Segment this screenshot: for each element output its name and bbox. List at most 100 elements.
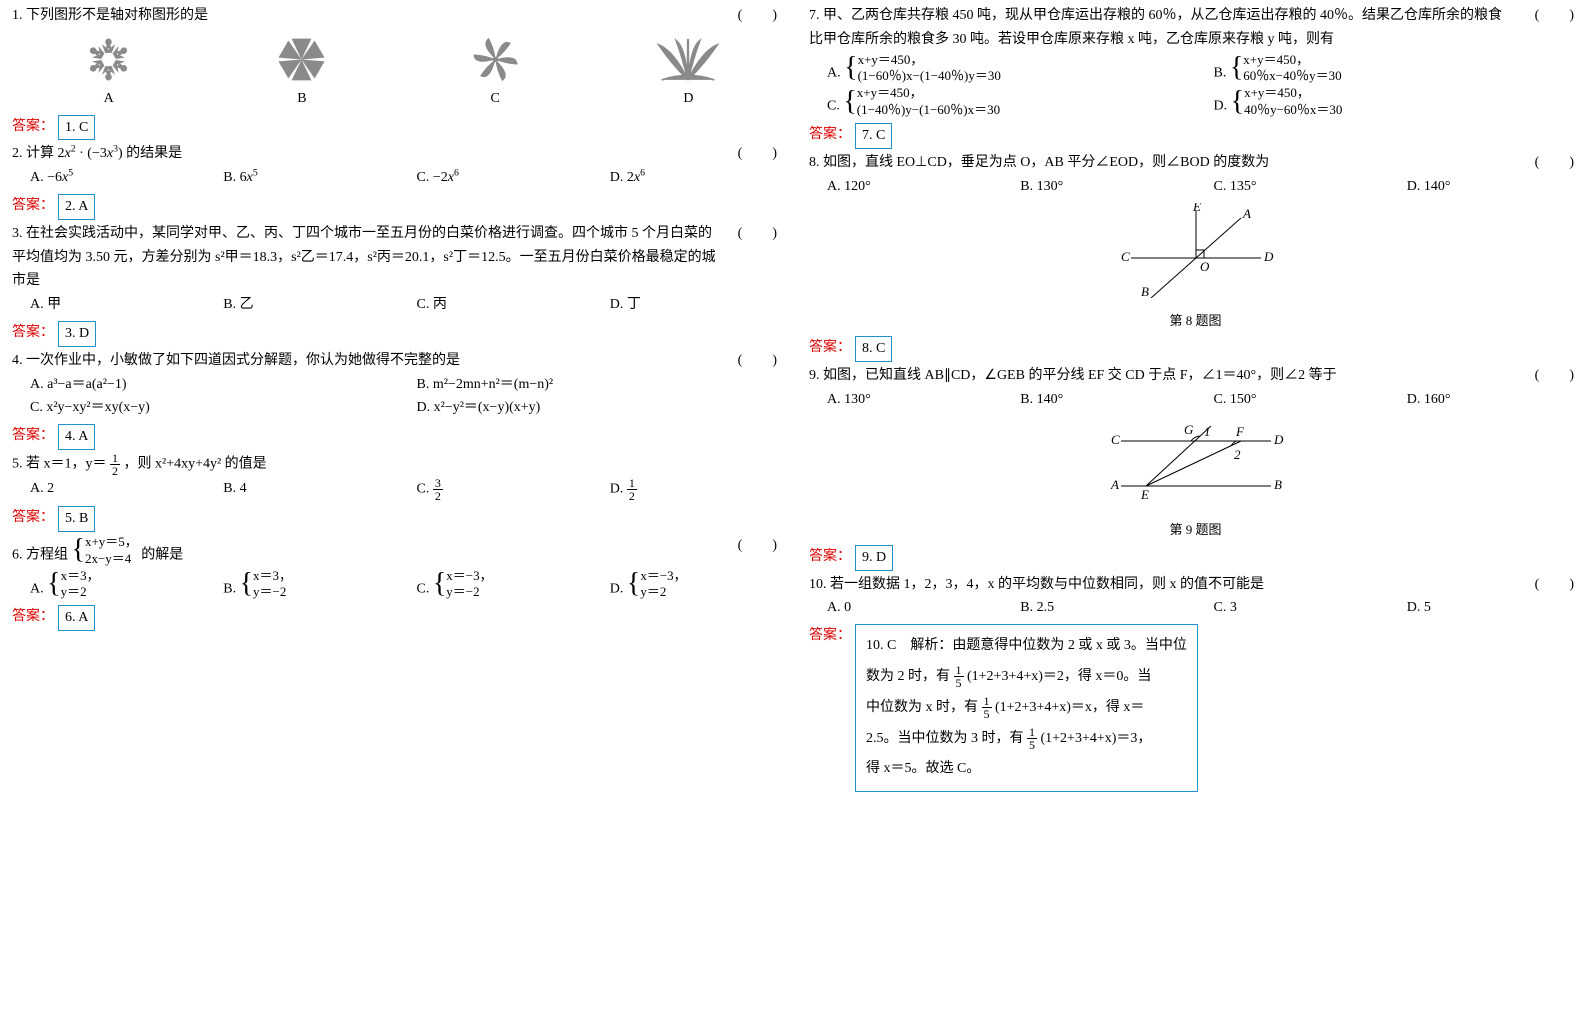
answer-5-box: 5. B [58, 506, 95, 532]
q2-pre: 2. 计算 2 [12, 146, 65, 161]
q6-parens: ( ) [718, 534, 785, 568]
answer-label: 答案： [809, 336, 851, 360]
q4-opt-d: D. x²−y²＝(x−y)(x+y) [399, 396, 786, 420]
q8-O: O [1200, 259, 1210, 274]
question-6: 6. 方程组 {x+y＝5，2x−y＝4 的解是 ( ) A. {x＝3，y＝2… [12, 534, 785, 602]
q8-figure: E A C O D B [809, 203, 1582, 307]
q4-text: 4. 一次作业中，小敏做了如下四道因式分解题，你认为她做得不完整的是 [12, 349, 718, 373]
q1-text: 1. 下列图形不是轴对称图形的是 [12, 4, 718, 28]
q5-opt-c: C. 32 [399, 477, 592, 502]
answer-1: 答案： 1. C [12, 115, 785, 141]
q7b2: 60％x−40％y＝30 [1243, 68, 1341, 85]
q1-opt-c: C [455, 87, 535, 111]
q5-text: 5. 若 x＝1，y＝ 12 ，则 x²+4xy+4y² 的值是 [12, 452, 785, 477]
q6bl: B. [223, 581, 239, 596]
q8-C: C [1121, 249, 1130, 264]
q3-opt-d: D. 丁 [592, 293, 785, 317]
q10-l3b: (1+2+3+4+x)＝x，得 x＝ [995, 700, 1144, 715]
q7a1: x+y＝450， [858, 52, 1001, 69]
q2b: B. 6 [223, 170, 246, 185]
q5dn: 1 [627, 477, 637, 490]
answer-label: 答案： [12, 321, 54, 345]
q1-parens: ( ) [718, 4, 785, 28]
q2d: D. 2 [610, 170, 634, 185]
left-column: 1. 下列图形不是轴对称图形的是 ( ) A B C [0, 0, 797, 1024]
q9-E: E [1140, 487, 1149, 502]
answer-7: 答案： 7. C [809, 123, 1582, 149]
answer-4-box: 4. A [58, 424, 95, 450]
q10-opt-c: C. 3 [1196, 596, 1389, 620]
answer-3: 答案： 3. D [12, 321, 785, 347]
answer-label: 答案： [12, 194, 54, 218]
q6-opt-d: D. {x＝−3，y＝2 [592, 568, 785, 602]
q6c1: x＝−3， [446, 568, 492, 585]
q7-opt-d: D. {x+y＝450，40％y−60％x＝30 [1196, 85, 1583, 119]
q8-opt-a: A. 120° [809, 175, 1002, 199]
q5dl: D. [610, 482, 627, 497]
q10-ans-l5: 得 x＝5。故选 C。 [866, 754, 1187, 785]
q6-opt-a: A. {x＝3，y＝2 [12, 568, 205, 602]
q10-ans-l4: 2.5。当中位数为 3 时，有 15 (1+2+3+4+x)＝3， [866, 724, 1187, 755]
hexaflower-icon [262, 32, 342, 87]
q5-num: 1 [110, 452, 120, 465]
q7-parens: ( ) [1515, 4, 1582, 52]
answer-2: 答案： 2. A [12, 194, 785, 220]
answer-2-box: 2. A [58, 194, 95, 220]
q8-D: D [1263, 249, 1274, 264]
q7al: A. [827, 65, 844, 80]
pinwheel-icon [455, 32, 535, 87]
q5cl: C. [417, 482, 433, 497]
q9-F: F [1235, 424, 1245, 439]
q6a1: x＝3， [61, 568, 100, 585]
q5-pre: 5. 若 x＝1，y＝ [12, 457, 107, 472]
q10-d3: 5 [1027, 739, 1037, 751]
q10-opt-d: D. 5 [1389, 596, 1582, 620]
question-9: 9. 如图，已知直线 AB∥CD，∠GEB 的平分线 EF 交 CD 于点 F，… [809, 364, 1582, 540]
q8-opt-d: D. 140° [1389, 175, 1582, 199]
q1-figure-row: A B C D [12, 32, 785, 111]
q10-l4a: 2.5。当中位数为 3 时，有 [866, 731, 1024, 746]
q9-2: 2 [1234, 447, 1241, 462]
q9-figure: C G 1 F D 2 A E B [809, 416, 1582, 515]
q7bl: B. [1214, 65, 1230, 80]
q10-opt-b: B. 2.5 [1002, 596, 1195, 620]
answer-8: 答案： 8. C [809, 336, 1582, 362]
answer-label: 答案： [809, 123, 851, 147]
q7-text: 7. 甲、乙两仓库共存粮 450 吨，现从甲仓库运出存粮的 60％，从乙仓库运出… [809, 4, 1515, 52]
q7-opt-c: C. {x+y＝450，(1−40％)y−(1−60％)x＝30 [809, 85, 1196, 119]
q6-opt-c: C. {x＝−3，y＝−2 [399, 568, 592, 602]
q6cl: C. [417, 581, 433, 596]
answer-8-box: 8. C [855, 336, 892, 362]
q6a2: y＝2 [61, 584, 100, 601]
q8-parens: ( ) [1515, 151, 1582, 175]
q6-pre: 6. 方程组 [12, 547, 68, 562]
q7-opt-b: B. {x+y＝450，60％x−40％y＝30 [1196, 52, 1583, 86]
q6dl: D. [610, 581, 627, 596]
q9-Al: A [1110, 477, 1119, 492]
q6-opt-b: B. {x＝3，y＝−2 [205, 568, 398, 602]
question-4: 4. 一次作业中，小敏做了如下四道因式分解题，你认为她做得不完整的是 ( ) A… [12, 349, 785, 420]
q5-den: 2 [110, 465, 120, 477]
q3-text: 3. 在社会实践活动中，某同学对甲、乙、丙、丁四个城市一至五月份的白菜价格进行调… [12, 222, 718, 293]
q8-text: 8. 如图，直线 EO⊥CD，垂足为点 O，AB 平分∠EOD，则∠BOD 的度… [809, 151, 1515, 175]
answer-5: 答案： 5. B [12, 506, 785, 532]
q9-text: 9. 如图，已知直线 AB∥CD，∠GEB 的平分线 EF 交 CD 于点 F，… [809, 364, 1515, 388]
answer-3-box: 3. D [58, 321, 96, 347]
q1-opt-d: D [648, 87, 728, 111]
q3-parens: ( ) [718, 222, 785, 293]
question-10: 10. 若一组数据 1，2，3，4，x 的平均数与中位数相同，则 x 的值不可能… [809, 573, 1582, 621]
fan-leaf-icon [648, 32, 728, 87]
q9-opt-b: B. 140° [1002, 388, 1195, 412]
question-7: 7. 甲、乙两仓库共存粮 450 吨，现从甲仓库运出存粮的 60％，从乙仓库运出… [809, 4, 1582, 119]
q10-l3a: 中位数为 x 时，有 [866, 700, 978, 715]
q9-parens: ( ) [1515, 364, 1582, 388]
answer-7-box: 7. C [855, 123, 892, 149]
q10-l2b: (1+2+3+4+x)＝2，得 x＝0。当 [967, 669, 1151, 684]
q9-G: G [1184, 422, 1194, 437]
q2-parens: ( ) [718, 142, 785, 166]
q5-opt-d: D. 12 [592, 477, 785, 502]
q6-text: 6. 方程组 {x+y＝5，2x−y＝4 的解是 [12, 534, 718, 568]
q2-opt-a: A. −6x5 [12, 166, 205, 190]
q5-suf: ，则 x²+4xy+4y² 的值是 [124, 457, 267, 472]
q7d2: 40％y−60％x＝30 [1244, 102, 1342, 119]
